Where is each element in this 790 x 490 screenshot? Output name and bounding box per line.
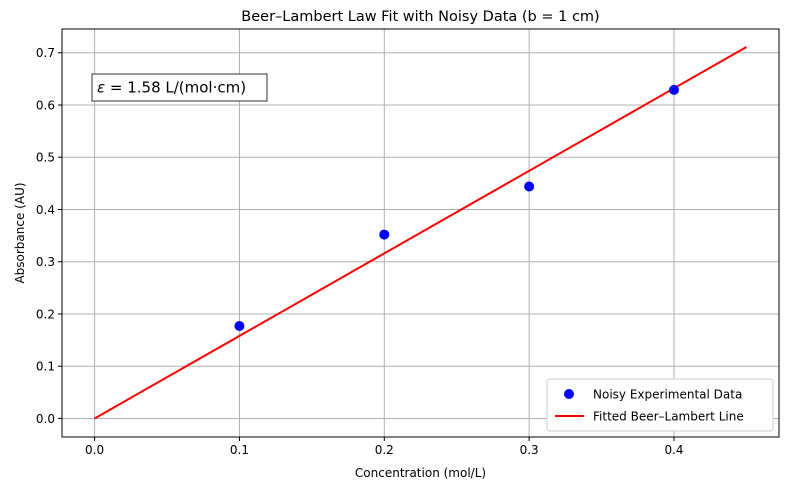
legend: Noisy Experimental Data Fitted Beer–Lamb… xyxy=(546,378,774,432)
y-tick-label: 0.7 xyxy=(36,46,55,60)
fit-line xyxy=(94,46,747,420)
x-tick-label: 0.1 xyxy=(230,443,249,457)
x-tick-label: 0.0 xyxy=(85,443,104,457)
x-tick-label: 0.4 xyxy=(664,443,683,457)
line-layer xyxy=(94,46,747,420)
tick-layer: 0.0 0.1 0.2 0.3 0.4 0.0 0.1 0.2 0.3 0.4 0.5 0.6 0.7 xyxy=(36,46,684,457)
legend-marker-scatter xyxy=(564,389,574,399)
x-axis-title: Concentration (mol/L) xyxy=(355,466,486,480)
x-tick-label: 0.2 xyxy=(375,443,394,457)
data-point xyxy=(234,320,245,331)
annotation-value: = 1.58 L/(mol·cm) xyxy=(105,79,246,97)
annotation-symbol: ε xyxy=(97,79,105,97)
y-tick-label: 0.4 xyxy=(36,203,55,217)
y-tick-label: 0.6 xyxy=(36,98,55,112)
y-axis-title: Absorbance (AU) xyxy=(13,182,27,283)
chart-title: Beer–Lambert Law Fit with Noisy Data (b … xyxy=(241,9,599,25)
epsilon-annotation: ε = 1.58 L/(mol·cm) xyxy=(91,73,268,102)
legend-label-scatter: Noisy Experimental Data xyxy=(593,388,742,402)
y-tick-label: 0.2 xyxy=(36,307,55,321)
point-layer xyxy=(234,84,679,331)
data-point xyxy=(668,84,679,95)
plot-frame xyxy=(61,28,780,438)
x-tick-label: 0.3 xyxy=(520,443,539,457)
y-tick-label: 0.1 xyxy=(36,360,55,374)
y-tick-label: 0.3 xyxy=(36,255,55,269)
annotation-text: ε = 1.58 L/(mol·cm) xyxy=(97,79,246,97)
legend-label-line: Fitted Beer–Lambert Line xyxy=(593,410,744,424)
legend-frame xyxy=(546,378,774,432)
data-point xyxy=(524,181,535,192)
data-point xyxy=(379,229,390,240)
y-tick-label: 0.0 xyxy=(36,412,55,426)
annotation-frame xyxy=(91,73,268,102)
y-tick-label: 0.5 xyxy=(36,151,55,165)
